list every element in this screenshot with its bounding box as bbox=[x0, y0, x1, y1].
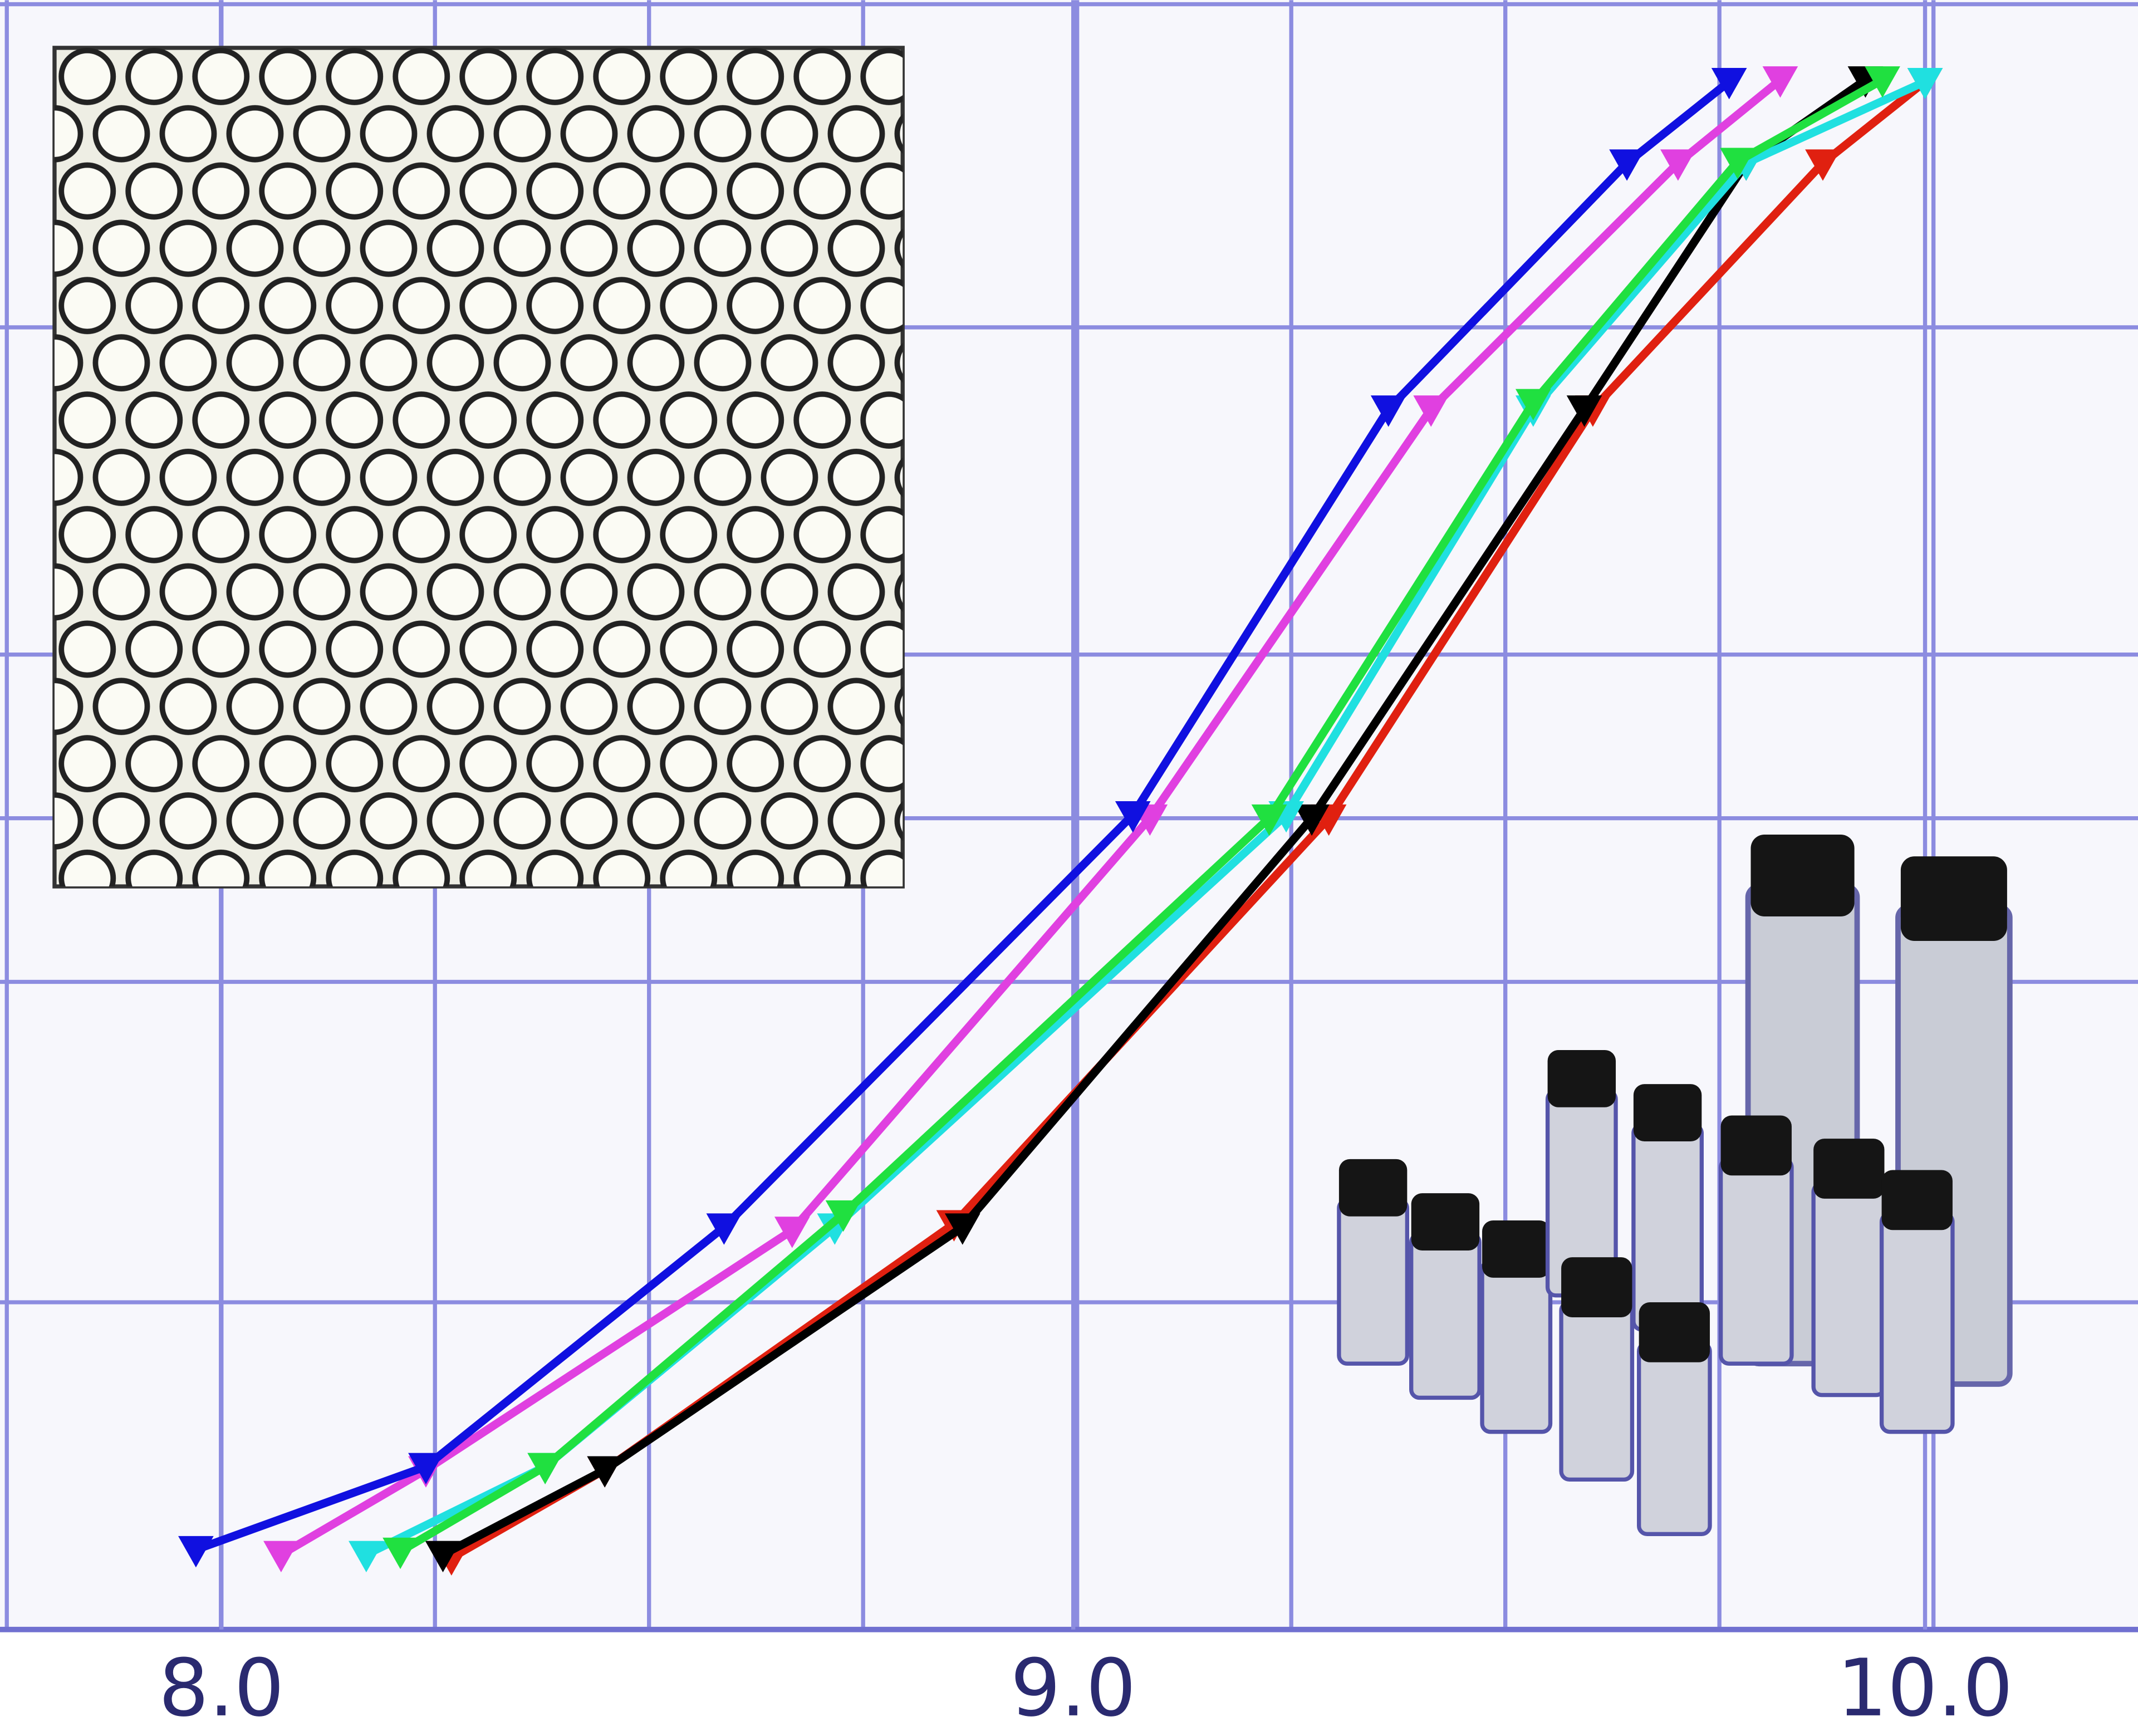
series-marker bbox=[349, 1541, 384, 1572]
series-marker bbox=[178, 1536, 214, 1568]
inset-micrograph bbox=[54, 47, 903, 887]
series-marker bbox=[1711, 68, 1747, 100]
series-marker bbox=[825, 1200, 861, 1232]
series-marker bbox=[1805, 149, 1841, 181]
x-tick-label: 10.0 bbox=[1837, 1642, 2013, 1734]
x-tick-label: 8.0 bbox=[159, 1642, 285, 1734]
series-marker bbox=[425, 1541, 461, 1572]
series-marker bbox=[1515, 389, 1551, 420]
x-tick-label: 9.0 bbox=[1011, 1642, 1136, 1734]
series-marker bbox=[1907, 68, 1943, 100]
series-marker bbox=[587, 1456, 623, 1488]
series-marker bbox=[1566, 395, 1602, 427]
series-marker bbox=[774, 1217, 810, 1248]
series-marker bbox=[944, 1213, 980, 1245]
series-marker bbox=[527, 1453, 563, 1484]
series-marker bbox=[706, 1213, 742, 1245]
series-layer bbox=[178, 66, 1943, 1576]
series-marker bbox=[1762, 66, 1798, 98]
series-marker bbox=[1609, 149, 1645, 181]
series-marker bbox=[1865, 66, 1900, 98]
series-marker bbox=[1370, 395, 1406, 427]
series-marker bbox=[1294, 804, 1330, 836]
series-marker bbox=[1251, 804, 1287, 836]
series-marker bbox=[1720, 148, 1755, 179]
series-marker bbox=[1115, 801, 1151, 833]
series-marker bbox=[263, 1541, 299, 1572]
series-marker bbox=[383, 1537, 418, 1570]
inset-vials bbox=[1337, 835, 2013, 1537]
series-marker bbox=[408, 1453, 444, 1484]
series-marker bbox=[1413, 395, 1449, 427]
series-marker bbox=[1660, 149, 1696, 181]
